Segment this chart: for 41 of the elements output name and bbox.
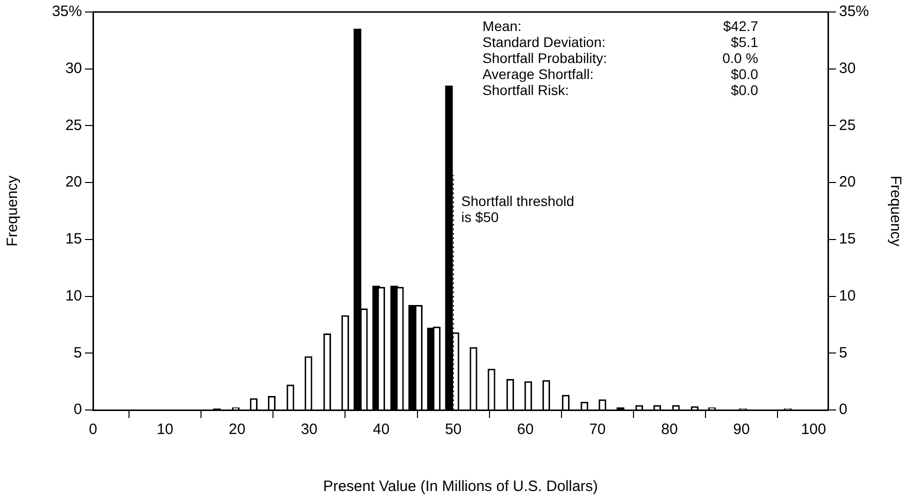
y-tick-label: 0 [74, 401, 82, 418]
x-tick-label: 60 [517, 421, 534, 438]
annotation: $0.0 [730, 66, 758, 82]
y-axis-title: Frequency [4, 175, 22, 246]
x-tick-label: 90 [733, 421, 750, 438]
y-tick-label: 20 [65, 174, 82, 191]
x-tick-label: 80 [661, 421, 678, 438]
x-tick-label: 40 [372, 421, 390, 438]
y2-tick-label: 0 [839, 401, 848, 418]
annotation: Average Shortfall: [482, 66, 594, 82]
annotation: Shortfall Probability: [482, 50, 608, 66]
annotation: Standard Deviation: [482, 34, 606, 50]
x-tick-label: 30 [300, 421, 318, 438]
y2-tick-label: 10 [839, 287, 856, 304]
y2-axis-title: Frequency [886, 176, 904, 247]
annotation: $0.0 [730, 82, 758, 98]
y-tick-label: 30 [65, 60, 82, 77]
annotation: Mean: [482, 18, 522, 34]
y2-tick-label: 20 [839, 174, 856, 191]
x-tick-label: 10 [156, 421, 174, 438]
y2-tick-label: 25 [839, 116, 856, 134]
x-tick-label: 50 [444, 421, 462, 438]
y-tick-label: 5 [74, 344, 82, 362]
x-tick-label: 20 [228, 421, 246, 438]
x-axis-title: Present Value (In Millions of U.S. Dollars) [323, 478, 598, 496]
annotation: $5.1 [730, 34, 758, 50]
y-tick-label: 15 [65, 230, 82, 248]
x-tick-label: 0 [88, 421, 98, 438]
y2-tick-label: 15 [839, 230, 856, 248]
x-tick-label: 100 [801, 421, 826, 438]
y2-tick-label: 35% [839, 3, 870, 20]
annotation: $42.7 [723, 18, 758, 34]
x-tick-label: 70 [589, 421, 606, 438]
annotation: 0.0 % [722, 50, 758, 66]
y2-tick-label: 5 [839, 344, 848, 362]
y2-tick-label: 30 [839, 60, 856, 77]
y-tick-label: 10 [65, 287, 82, 304]
y-tick-label: 35% [52, 3, 82, 20]
y-tick-label: 25 [65, 116, 82, 134]
ref-line-label: Shortfall threshold is $50 [461, 192, 574, 225]
annotation: Shortfall Risk: [482, 82, 569, 98]
